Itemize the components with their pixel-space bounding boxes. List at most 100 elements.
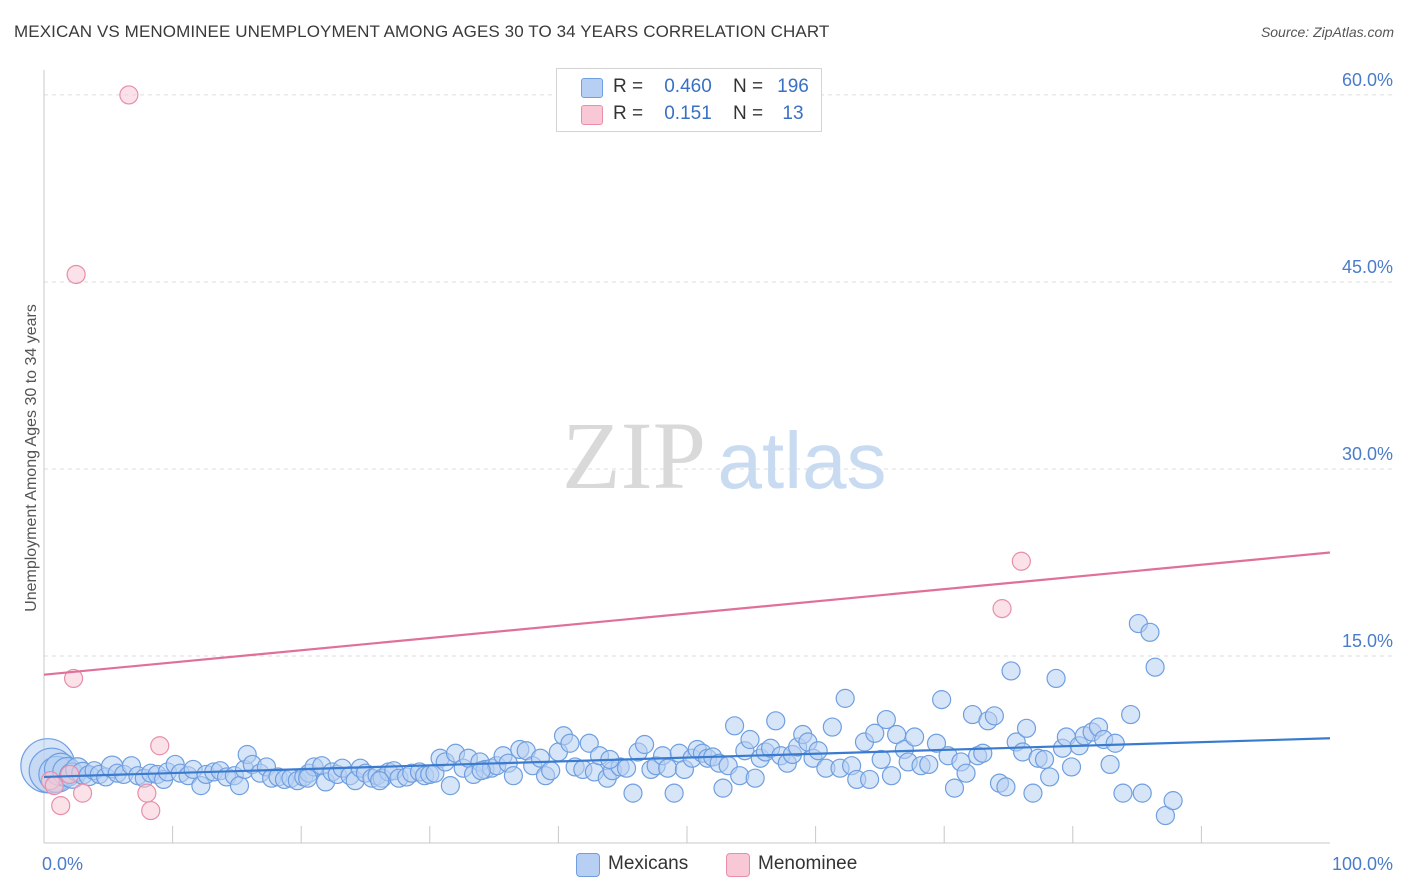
r-value: 0.151 — [664, 103, 712, 124]
mexicans-point-189 — [1145, 657, 1165, 677]
mexicans-point-184 — [1113, 783, 1133, 803]
mexicans-point-160 — [973, 743, 993, 763]
mexicans-point-183 — [1105, 733, 1125, 753]
series-legend: Mexicans Menominee — [0, 852, 1406, 878]
chart-title: MEXICAN VS MENOMINEE UNEMPLOYMENT AMONG … — [14, 22, 830, 41]
watermark-zip: ZIP — [562, 402, 706, 509]
series-menominee-points — [40, 85, 1031, 821]
axes — [43, 70, 1330, 844]
watermark-atlas: atlas — [718, 416, 887, 505]
mexicans-point-168 — [1016, 718, 1037, 738]
legend-label-mexicans: Mexicans — [608, 853, 689, 874]
mexicans-point-120 — [740, 729, 760, 750]
mexicans-point-86 — [541, 761, 561, 781]
mexicans-point-182 — [1100, 754, 1120, 775]
mexicans-point-32 — [229, 776, 250, 796]
y-axis-label: Unemployment Among Ages 30 to 34 years — [23, 304, 40, 612]
mexicans-point-137 — [835, 688, 855, 708]
mexicans-point-192 — [298, 768, 318, 788]
menominee-point-3 — [60, 764, 80, 785]
legend-swatch-menominee — [726, 853, 750, 877]
mexicans-point-173 — [1046, 668, 1066, 689]
mexicans-point-92 — [579, 733, 599, 753]
mexicans-point-101 — [634, 734, 655, 755]
mexicans-point-164 — [996, 777, 1016, 797]
menominee-point-8 — [137, 783, 157, 803]
source-label: Source: ZipAtlas.com — [1260, 24, 1394, 40]
mexicans-trend-line — [43, 737, 1331, 779]
n-value: 13 — [782, 103, 804, 124]
y-tick-label-2: 45.0% — [1342, 257, 1393, 277]
mexicans-point-105 — [658, 758, 678, 778]
mexicans-point-98 — [616, 758, 637, 778]
mexicans-point-171 — [1034, 749, 1055, 770]
mexicans-point-125 — [766, 711, 786, 731]
menominee-swatch — [581, 105, 603, 125]
mexicans-point-99 — [623, 783, 643, 803]
menominee-point-9 — [141, 800, 161, 821]
mexicans-point-143 — [871, 749, 891, 770]
mexicans-swatch — [581, 78, 603, 98]
mexicans-point-162 — [984, 706, 1004, 726]
y-tick-label-0: 15.0% — [1342, 631, 1393, 651]
r-label: R = — [613, 76, 644, 97]
mexicans-point-191 — [1163, 791, 1183, 811]
menominee-point-10 — [150, 736, 170, 756]
n-label: N = — [733, 103, 764, 124]
menominee-point-12 — [1011, 551, 1031, 571]
menominee-point-7 — [119, 85, 139, 105]
mexicans-point-149 — [905, 727, 925, 747]
y-tick-label-3: 60.0% — [1342, 70, 1393, 90]
mexicans-point-117 — [724, 716, 745, 736]
menominee-point-2 — [51, 795, 71, 816]
stats-legend: R = 0.460 N = 196 R = 0.151 N = 13 — [556, 68, 822, 132]
mexicans-point-106 — [664, 783, 684, 803]
mexicans-point-165 — [1001, 661, 1021, 681]
legend-swatch-mexicans — [576, 853, 600, 877]
mexicans-point-176 — [1061, 757, 1082, 777]
mexicans-point-194 — [471, 761, 491, 781]
r-value: 0.460 — [664, 76, 712, 97]
y-tick-label-1: 30.0% — [1342, 444, 1393, 464]
mexicans-point-190 — [1155, 805, 1175, 826]
grid-lines — [44, 94, 1394, 657]
mexicans-point-145 — [881, 766, 902, 786]
x-tick-label-1: 100.0% — [1332, 854, 1393, 874]
trend-lines — [43, 551, 1331, 779]
y-tick-labels: 15.0% 30.0% 45.0% 60.0% — [1342, 70, 1393, 651]
mexicans-point-121 — [745, 768, 765, 788]
mexicans-point-69 — [440, 776, 460, 796]
mexicans-point-144 — [876, 709, 896, 730]
r-label: R = — [613, 103, 644, 124]
mexicans-point-169 — [1023, 783, 1043, 803]
mexicans-point-141 — [860, 769, 880, 790]
mexicans-point-135 — [822, 717, 842, 737]
mexicans-point-153 — [932, 690, 952, 710]
mexicans-point-157 — [956, 763, 976, 783]
mexicans-point-188 — [1140, 622, 1160, 642]
x-tick-labels: 0.0% 100.0% — [42, 854, 1393, 874]
mexicans-point-187 — [1132, 783, 1152, 803]
menominee-point-5 — [66, 264, 86, 285]
mexicans-point-155 — [944, 778, 965, 798]
mexicans-point-142 — [865, 723, 885, 743]
mexicans-point-115 — [713, 778, 733, 798]
mexicans-point-133 — [808, 741, 828, 761]
mexicans-point-172 — [1040, 767, 1060, 787]
mexicans-point-151 — [919, 754, 939, 775]
mexicans-point-193 — [370, 771, 390, 791]
menominee-point-1 — [44, 776, 64, 796]
n-value: 196 — [777, 76, 809, 97]
mexicans-point-185 — [1121, 704, 1141, 725]
menominee-trend-line — [43, 551, 1331, 676]
menominee-point-11 — [992, 599, 1012, 619]
menominee-point-6 — [72, 783, 93, 803]
mexicans-point-80 — [503, 766, 523, 786]
legend-label-menominee: Menominee — [758, 853, 858, 874]
n-label: N = — [733, 76, 764, 97]
x-tick-label-0: 0.0% — [42, 854, 83, 874]
mexicans-point-89 — [560, 733, 580, 753]
mexicans-point-152 — [926, 733, 947, 753]
menominee-point-4 — [63, 668, 84, 689]
